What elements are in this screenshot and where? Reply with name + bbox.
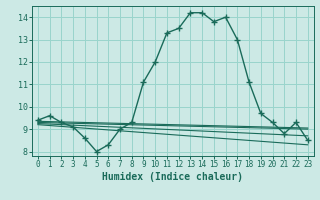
X-axis label: Humidex (Indice chaleur): Humidex (Indice chaleur) — [102, 172, 243, 182]
